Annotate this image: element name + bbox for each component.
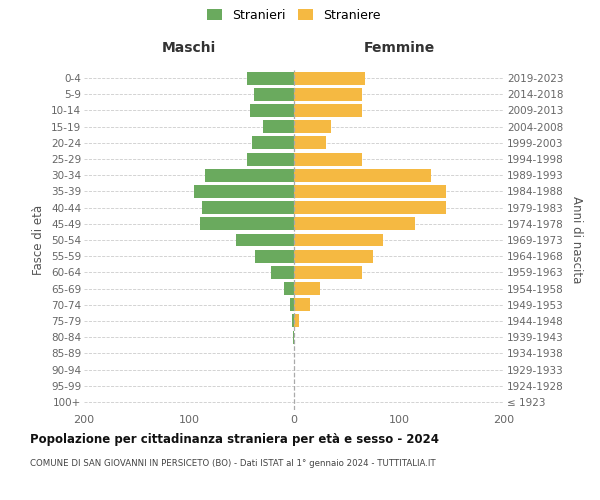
Bar xyxy=(294,104,362,117)
Bar xyxy=(294,266,362,279)
Y-axis label: Fasce di età: Fasce di età xyxy=(32,205,46,275)
Bar xyxy=(250,104,294,117)
Y-axis label: Anni di nascita: Anni di nascita xyxy=(571,196,583,284)
Bar xyxy=(293,330,294,344)
Bar xyxy=(254,88,294,101)
Bar xyxy=(294,185,446,198)
Bar xyxy=(199,218,294,230)
Bar xyxy=(284,282,294,295)
Bar xyxy=(294,218,415,230)
Bar xyxy=(294,250,373,262)
Text: Femmine: Femmine xyxy=(364,41,434,55)
Bar xyxy=(294,169,431,181)
Text: Maschi: Maschi xyxy=(162,41,216,55)
Bar xyxy=(294,282,320,295)
Bar xyxy=(292,314,294,328)
Bar xyxy=(194,185,294,198)
Bar xyxy=(294,136,325,149)
Bar xyxy=(294,314,299,328)
Bar xyxy=(247,72,294,85)
Text: Popolazione per cittadinanza straniera per età e sesso - 2024: Popolazione per cittadinanza straniera p… xyxy=(30,432,439,446)
Bar xyxy=(247,152,294,166)
Bar xyxy=(205,169,294,181)
Bar xyxy=(294,88,362,101)
Bar xyxy=(252,136,294,149)
Text: COMUNE DI SAN GIOVANNI IN PERSICETO (BO) - Dati ISTAT al 1° gennaio 2024 - TUTTI: COMUNE DI SAN GIOVANNI IN PERSICETO (BO)… xyxy=(30,459,436,468)
Bar xyxy=(202,201,294,214)
Bar xyxy=(290,298,294,311)
Bar xyxy=(294,152,362,166)
Bar xyxy=(294,72,365,85)
Bar xyxy=(255,250,294,262)
Bar xyxy=(294,234,383,246)
Bar xyxy=(294,298,310,311)
Bar xyxy=(263,120,294,133)
Bar xyxy=(294,120,331,133)
Bar xyxy=(294,201,446,214)
Legend: Stranieri, Straniere: Stranieri, Straniere xyxy=(205,6,383,24)
Bar xyxy=(236,234,294,246)
Bar xyxy=(271,266,294,279)
